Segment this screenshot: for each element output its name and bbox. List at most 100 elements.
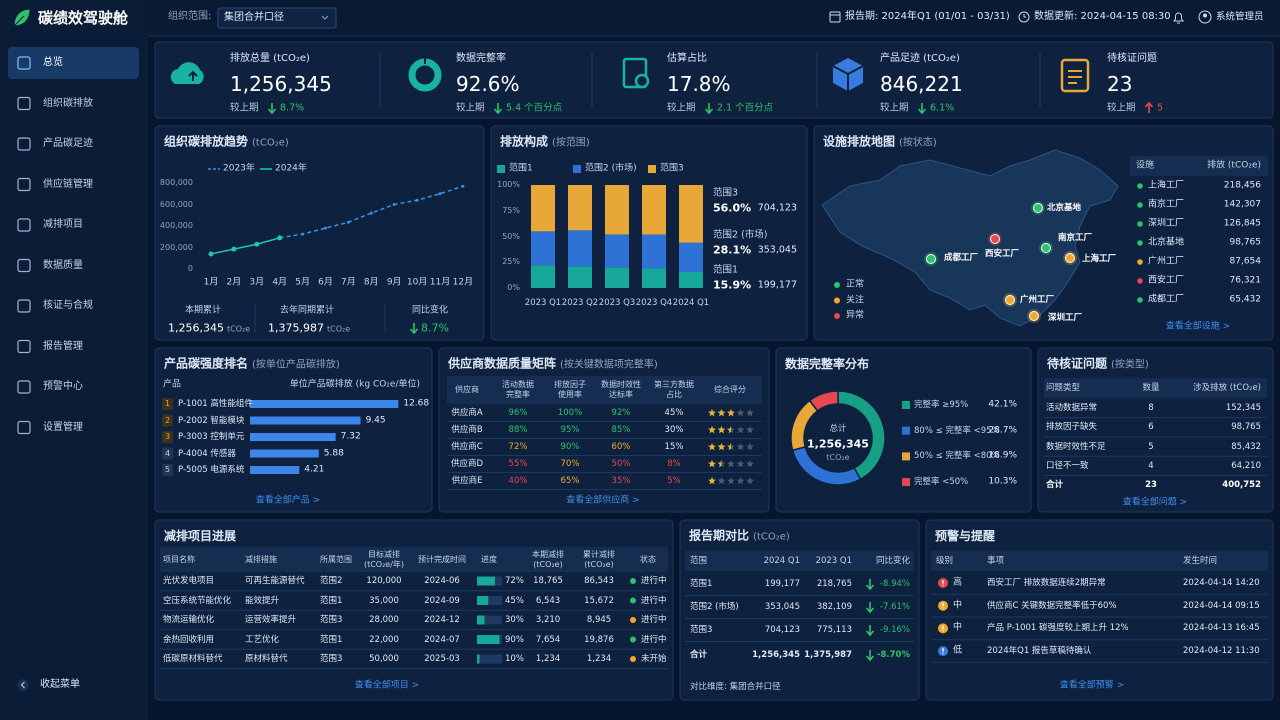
select-chevron (321, 15, 329, 20)
star-empty (736, 426, 745, 434)
y-tick-label: 50% (502, 231, 520, 241)
rank-badge (162, 414, 173, 427)
quality-cell: 30% (664, 424, 684, 435)
table-header-cell: 活动数据 完整率 (502, 380, 534, 399)
quality-cell: 96% (508, 407, 528, 418)
breakdown-share: 15.9% (713, 278, 752, 292)
progress-fill (477, 576, 495, 586)
legend-label: 范围2 (市场) (585, 163, 637, 174)
nav-label[interactable]: 预警中心 (43, 381, 83, 392)
view-all-link[interactable]: 查看全部供应商 > (566, 495, 640, 506)
star-filled (708, 443, 716, 451)
kpi-value: 846,221 (880, 72, 963, 96)
yoy-change: -7.61% (879, 601, 910, 612)
product-name: P-5005 电源系统 (178, 464, 245, 475)
series-point (461, 184, 465, 188)
bar-segment (679, 271, 703, 288)
bar-segment (605, 267, 629, 288)
alert-item: 西安工厂 排放数据连续2期异常 (987, 577, 1106, 588)
nav-label[interactable]: 产品碳足迹 (43, 138, 93, 149)
bar-segment (568, 266, 592, 288)
table-header-cell: 供应商 (455, 385, 479, 394)
star-empty (746, 460, 754, 468)
alert-item: 产品 P-1001 碳强度较上期上升 12% (987, 623, 1129, 634)
panel-title: 组织碳排放趋势 (tCO₂e) (164, 134, 289, 149)
table-header-cell: 预计完成时间 (418, 554, 466, 564)
status-dot (630, 597, 636, 604)
project-cell: 22,000 (369, 634, 399, 645)
nav-icon (17, 137, 31, 151)
summary-value: 1,256,345 tCO₂e (168, 321, 251, 335)
nav-item[interactable] (8, 47, 139, 79)
legend-value: 18.9% (988, 450, 1017, 461)
facility-emission: 65,432 (1229, 294, 1262, 305)
star-filled (708, 409, 716, 417)
star-filled (708, 477, 716, 485)
facility-marker[interactable] (1005, 295, 1015, 305)
project-cell: 2025-03 (424, 653, 460, 664)
y-tick-label: 25% (502, 257, 520, 267)
collapse-menu[interactable]: 收起菜单 (40, 679, 80, 690)
facility-marker[interactable] (1033, 203, 1043, 213)
nav-label[interactable]: 供应链管理 (43, 178, 93, 190)
nav-label[interactable]: 数据质量 (43, 259, 83, 271)
scope-select[interactable] (217, 7, 337, 29)
table-header-cell: 累计减排 (tCO₂e) (583, 549, 615, 569)
table-header-cell: 目标减排 (tCO₂e/年) (363, 549, 405, 569)
facility-marker[interactable] (1065, 253, 1075, 263)
nav-label[interactable]: 报告管理 (43, 340, 83, 352)
table-header (160, 547, 668, 572)
view-all-link[interactable]: 查看全部项目 > (354, 680, 420, 691)
view-all-link[interactable]: 查看全部预警 > (1059, 680, 1125, 691)
project-cell: 50,000 (369, 653, 399, 664)
star-filled (727, 426, 731, 434)
nav-label[interactable]: 减排项目 (43, 219, 83, 230)
progress-fill (477, 615, 485, 625)
project-cell: 运营效率提升 (245, 614, 297, 625)
panel-title: 产品碳强度排名 (按单位产品碳排放) (164, 356, 340, 371)
alert-level: 高 (953, 577, 963, 588)
view-all-link[interactable]: 查看全部问题 > (1122, 497, 1188, 508)
kpi-compare: 较上期 (456, 102, 485, 114)
legend-swatch (902, 401, 910, 409)
x-tick-label: 11月 (429, 277, 451, 288)
user-name[interactable]: 系统管理员 (1216, 11, 1264, 23)
star-empty (727, 477, 735, 485)
bell-icon[interactable] (1173, 12, 1184, 24)
legend-swatch (648, 165, 656, 173)
scope-value[interactable]: 集团合并口径 (224, 12, 284, 23)
comparison-footnote: 对比维度: 集团合并口径 (690, 681, 781, 692)
progress-label: 30% (505, 614, 524, 625)
intensity-value: 7.32 (340, 431, 361, 442)
legend-value: 42.1% (988, 399, 1017, 410)
issue-cell: 5 (1148, 441, 1154, 452)
yoy-change: -9.16% (879, 624, 910, 635)
facility-marker[interactable] (926, 254, 936, 264)
rank-number: 4 (164, 448, 171, 458)
facility-marker[interactable] (1029, 311, 1039, 321)
yoy-change: -8.94% (879, 578, 910, 589)
star-filled (717, 409, 726, 417)
intensity-bar (250, 433, 336, 441)
nav-label[interactable]: 核证与合规 (43, 300, 93, 311)
quality-cell: 45% (664, 407, 684, 418)
alert-time: 2024-04-12 11:30 (1183, 646, 1260, 656)
view-all-link[interactable]: 查看全部设施 > (1165, 321, 1231, 332)
nav-label[interactable]: 设置管理 (43, 421, 83, 433)
nav-label[interactable]: 总览 (43, 57, 63, 68)
rank-number: 5 (164, 465, 171, 475)
x-tick-label: 12月 (452, 277, 474, 288)
progress-label: 90% (505, 634, 524, 645)
view-all-link[interactable]: 查看全部产品 > (255, 495, 321, 506)
kpi-delta: 5.4 个百分点 (506, 102, 563, 114)
nav-label[interactable]: 组织碳排放 (43, 97, 93, 109)
comparison-cell: 775,113 (816, 624, 852, 635)
facility-marker[interactable] (1041, 243, 1051, 253)
comparison-cell: 范围3 (690, 624, 713, 635)
alert-level: 中 (953, 600, 963, 611)
facility-marker[interactable] (990, 234, 1000, 244)
star-empty (727, 460, 735, 468)
comparison-cell: 范围2 (市场) (690, 601, 739, 612)
user-icon[interactable] (1198, 10, 1212, 24)
series-point (277, 235, 283, 241)
